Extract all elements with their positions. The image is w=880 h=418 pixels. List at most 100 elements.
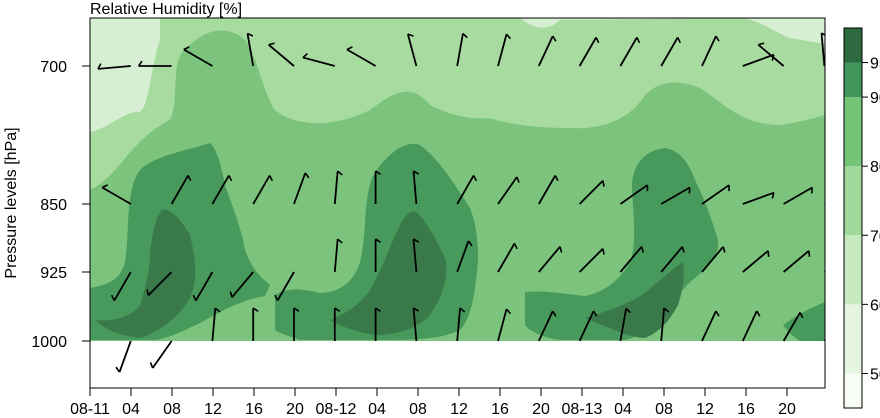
x-tick-label: 16 [491,401,509,418]
wind-barb [90,202,91,204]
wind-barb [619,246,644,273]
x-tick-label: 20 [532,401,550,418]
colorbar-tick-label: 90 [870,90,880,107]
colorbar-segment [844,62,862,98]
wind-barb [742,250,770,273]
wind-barb [170,174,192,205]
x-tick-label: 08-11 [70,401,110,418]
wind-barb [783,250,811,273]
colorbar-segment [844,304,862,374]
wind-barb [137,60,172,67]
wind-barb [246,32,255,67]
wind-barb [456,32,468,67]
wind-barb [820,32,825,67]
rh-region-gt95 [95,209,196,338]
wind-barb [252,174,274,205]
wind-barb [578,310,598,342]
wind-barb [456,307,466,342]
wind-barb [578,248,605,273]
x-axis: 08-11 04 08 12 16 20 08-12 04 08 12 16 20 08-13 04 08 1… [70,388,796,418]
wind-barb [537,310,557,342]
x-tick-label: 08 [163,401,181,418]
wind-barb [538,246,563,273]
y-tick-label: 1000 [31,334,67,351]
x-tick-label: 12 [696,401,714,418]
wind-barb [333,307,341,341]
wind-barb [374,307,382,341]
wind-barb [97,63,131,70]
wind-barb [660,36,682,67]
colorbar: 50 60 70 80 90 95 [843,27,880,409]
wind-barb [293,307,300,341]
wind-barb [211,307,221,342]
colorbar-segment [844,28,862,63]
colorbar-tick-label: 60 [870,297,880,314]
rh-region-90-95 [783,302,825,341]
x-tick-label: 12 [204,401,222,418]
wind-barb [333,238,343,273]
wind-barb [211,174,233,205]
wind-barb [578,180,605,205]
wind-barb [412,238,420,273]
x-tick-label: 08 [655,401,673,418]
wind-barb [115,340,132,373]
wind-barb [146,271,173,296]
plot-frame [89,17,826,389]
wind-barb [701,246,726,273]
wind-barb [333,170,343,205]
x-tick-label: 16 [737,401,755,418]
wind-barb [782,311,804,342]
x-tick-label: 04 [368,401,386,418]
wind-barb [537,35,557,67]
wind-barb [660,186,691,205]
y-axis: 700 850 925 1000 [31,59,90,351]
wind-barb [302,52,336,67]
wind-barb [823,338,825,342]
wind-barb [742,191,775,205]
wind-barb [741,310,761,342]
x-tick-label: 20 [286,401,304,418]
wind-barb [293,172,310,205]
colorbar-tick-label: 80 [870,159,880,176]
wind-barb [578,36,600,67]
wind-barb [701,184,730,205]
colorbar-frame [843,27,863,409]
wind-barb [497,308,512,342]
wind-barb [783,186,813,205]
below-surface-region [90,341,825,388]
wind-barb [192,271,214,302]
colorbar-segment [844,373,862,408]
wind-barb [412,170,420,205]
x-tick-label: 04 [122,401,140,418]
colorbar-tick-label: 95 [870,56,880,73]
wind-barb [497,242,518,273]
chart-title: Relative Humidity [%] [90,1,242,18]
wind-barb [538,174,559,205]
wind-barb [701,310,720,342]
y-axis-label: Pressure levels [hPa] [3,127,20,278]
rh-region-gt95 [585,262,684,338]
colorbar-segment [844,166,862,236]
wind-barb [456,240,473,273]
wind-barb [90,272,91,275]
wind-barb [229,271,254,298]
wind-barb [701,35,720,67]
x-tick-label: 08-13 [562,401,603,418]
wind-barb [252,307,259,341]
wind-barb [268,42,295,67]
wind-barb [660,307,670,342]
colorbar-segment [844,235,862,305]
wind-barb [149,340,173,369]
wind-barb [660,246,685,273]
wind-barb [757,42,785,67]
x-tick-label: 08-12 [316,401,357,418]
y-tick-label: 925 [40,265,67,282]
y-tick-label: 850 [40,197,67,214]
wind-barb [497,33,512,67]
plot-area [90,18,825,388]
wind-barb [406,33,418,67]
x-tick-label: 04 [614,401,632,418]
wind-barb [274,271,295,302]
colorbar-segment [844,97,862,167]
